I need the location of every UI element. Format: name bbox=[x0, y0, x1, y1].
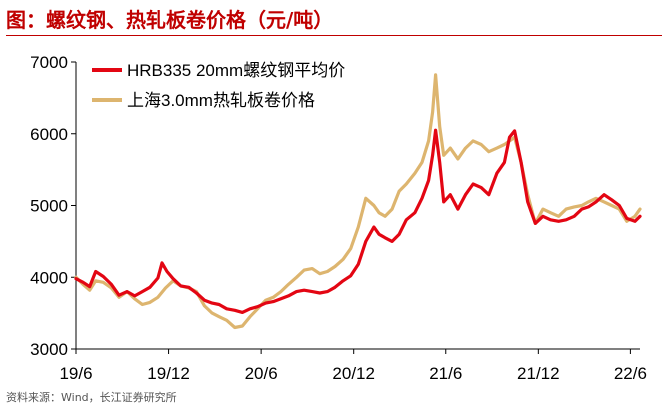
series-line-0 bbox=[74, 128, 642, 314]
series-line-1 bbox=[74, 73, 642, 330]
x-tick-label: 19/12 bbox=[147, 364, 190, 383]
x-tick-label: 19/6 bbox=[59, 364, 92, 383]
y-tick-label: 7000 bbox=[30, 53, 68, 72]
y-tick-label: 6000 bbox=[30, 125, 68, 144]
y-tick-label: 5000 bbox=[30, 197, 68, 216]
chart-series bbox=[74, 73, 642, 330]
chart-title: 图：螺纹钢、热轧板卷价格（元/吨） bbox=[6, 8, 334, 32]
x-tick-label: 22/6 bbox=[614, 364, 647, 383]
y-tick-label: 3000 bbox=[30, 340, 68, 359]
legend-label-0: HRB335 20mm螺纹钢平均价 bbox=[127, 61, 345, 80]
x-tick-label: 21/12 bbox=[517, 364, 560, 383]
title-underline bbox=[6, 35, 662, 36]
y-tick-label: 4000 bbox=[30, 268, 68, 287]
chart-axes: 3000 4000 5000 6000 7000 19/6 19/12 20/6 20/12 21… bbox=[30, 53, 647, 383]
x-tick-label: 20/6 bbox=[245, 364, 278, 383]
x-tick-label: 20/12 bbox=[332, 364, 375, 383]
legend-label-1: 上海3.0mm热轧板卷价格 bbox=[127, 91, 315, 110]
x-tick-label: 21/6 bbox=[429, 364, 462, 383]
data-source-note: 资料来源：Wind，长江证券研究所 bbox=[6, 391, 177, 404]
